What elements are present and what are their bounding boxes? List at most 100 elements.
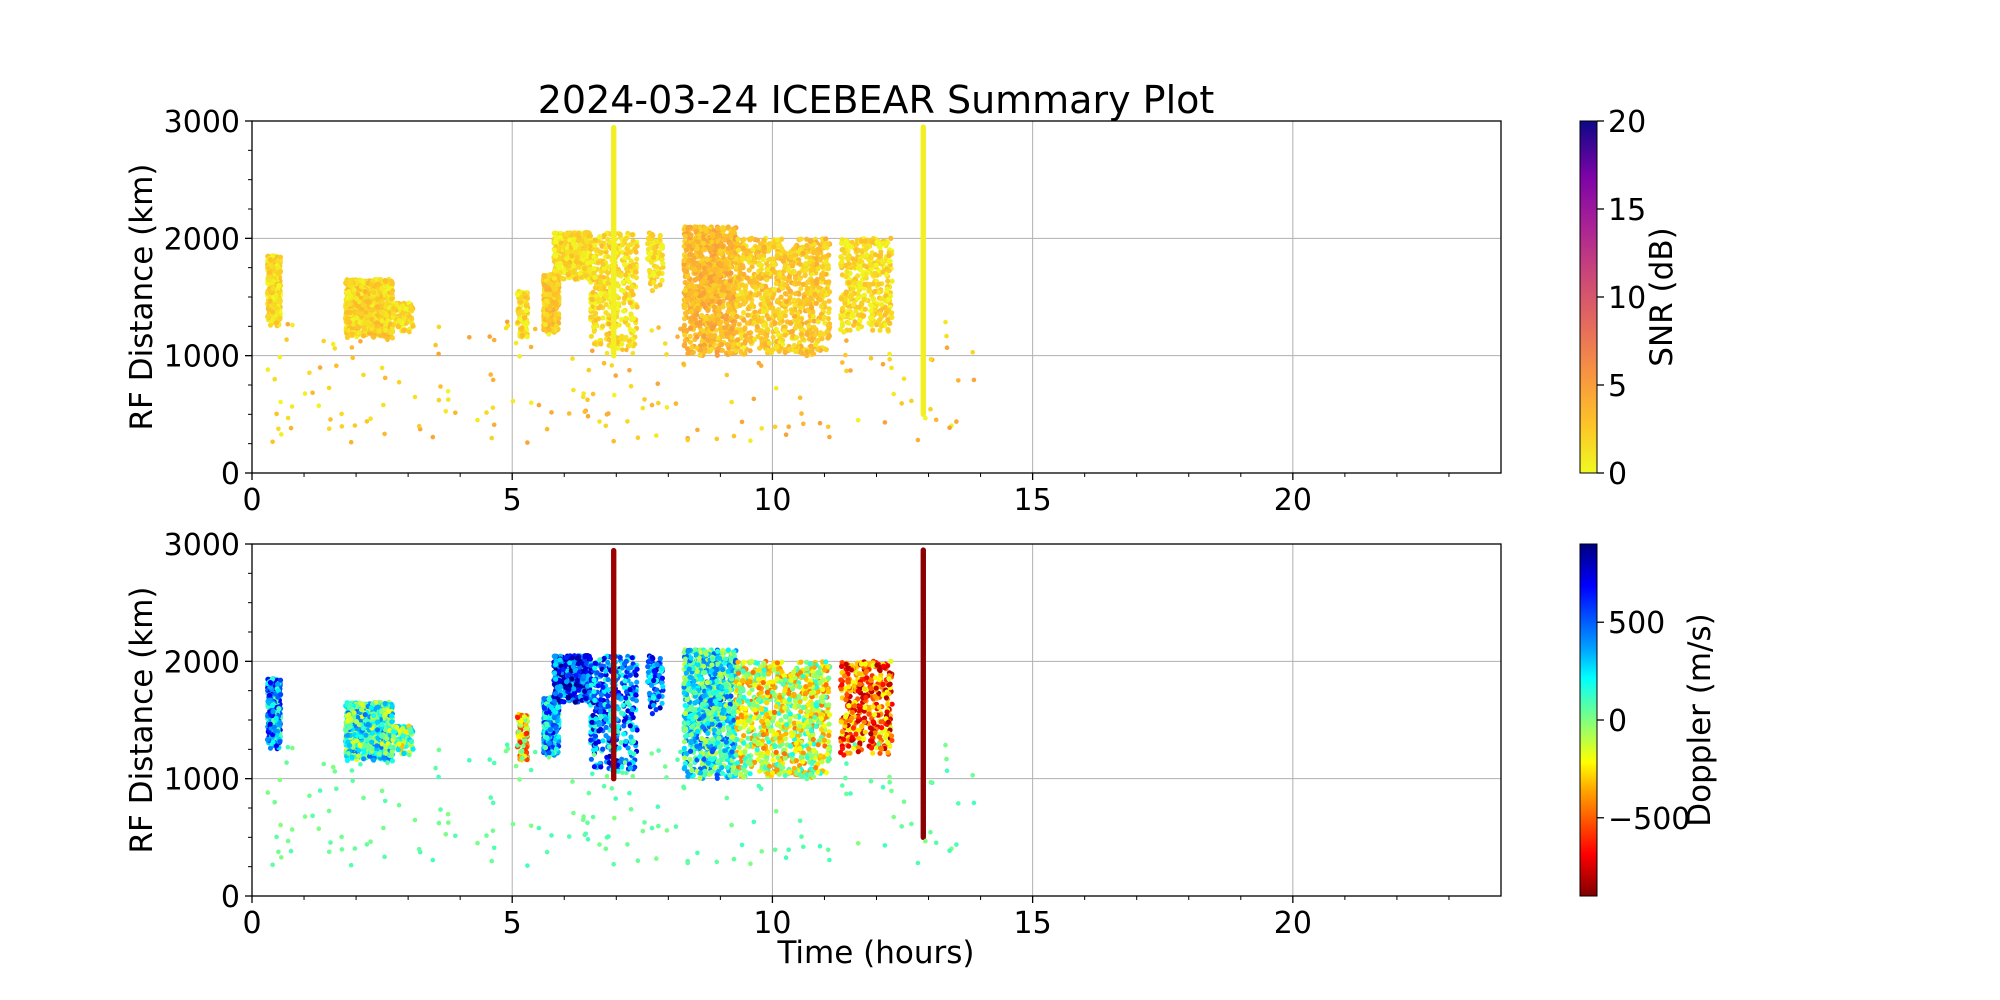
data-point: [839, 259, 845, 265]
data-point: [592, 310, 599, 316]
data-point: [787, 288, 793, 294]
data-point: [826, 252, 832, 258]
data-point: [759, 342, 765, 348]
data-point: [784, 299, 790, 305]
data-point: [349, 331, 355, 337]
data-point: [725, 224, 731, 230]
data-point: [742, 283, 749, 289]
data-point: [728, 270, 734, 276]
data-point: [786, 274, 793, 280]
data-point: [737, 327, 744, 333]
data-point: [681, 316, 688, 322]
data-point: [695, 239, 701, 245]
data-point: [703, 316, 709, 322]
data-point: [757, 329, 763, 335]
data-point: [771, 244, 777, 250]
data-point: [343, 305, 349, 311]
data-point: [857, 284, 863, 290]
data-point: [617, 231, 623, 238]
data-point: [800, 250, 806, 256]
data-point: [807, 238, 813, 244]
data-point: [804, 331, 811, 338]
data-point: [870, 239, 876, 245]
data-point: [692, 277, 698, 283]
data-point: [811, 324, 817, 330]
data-point: [774, 344, 780, 350]
data-point: [389, 296, 395, 302]
data-point: [764, 261, 770, 267]
data-point: [844, 268, 850, 275]
data-point: [870, 281, 876, 287]
data-point: [626, 242, 632, 248]
data-point: [723, 265, 729, 271]
data-point: [736, 321, 742, 327]
data-point: [752, 284, 758, 290]
data-point: [683, 303, 689, 309]
data-point: [849, 311, 855, 318]
data-point: [780, 258, 786, 264]
data-point: [883, 309, 890, 315]
data-point: [592, 237, 598, 243]
data-point: [618, 287, 625, 293]
data-point: [571, 236, 578, 242]
data-point: [368, 282, 374, 288]
data-point: [627, 249, 633, 255]
data-point: [634, 304, 640, 310]
data-point: [717, 299, 723, 305]
data-point: [564, 256, 570, 262]
data-point: [851, 322, 857, 328]
data-point: [839, 305, 846, 312]
data-point: [817, 297, 823, 303]
data-point: [889, 314, 895, 320]
data-point: [357, 319, 363, 325]
data-point: [629, 283, 635, 290]
data-point: [581, 250, 587, 256]
data-point: [774, 253, 780, 259]
data-point: [627, 326, 633, 332]
data-point: [771, 291, 777, 297]
data-point: [781, 250, 788, 256]
data-point: [826, 309, 832, 316]
data-point: [812, 291, 818, 297]
data-point: [874, 239, 880, 245]
data-point: [845, 256, 851, 263]
data-point: [880, 258, 886, 265]
data-point: [518, 309, 524, 315]
data-point: [863, 271, 869, 277]
data-point: [344, 309, 351, 315]
data-point: [596, 305, 602, 311]
data-point: [615, 283, 622, 289]
data-point: [746, 267, 752, 273]
data-point: [646, 267, 653, 273]
data-point: [796, 270, 802, 276]
data-point: [703, 228, 709, 234]
data-point: [868, 254, 874, 261]
data-point: [588, 259, 595, 265]
data-point: [719, 341, 725, 348]
data-point: [803, 261, 809, 267]
data-point: [761, 322, 767, 328]
data-point: [717, 278, 723, 285]
data-point: [576, 264, 582, 270]
data-point: [782, 313, 789, 319]
data-point: [764, 277, 770, 283]
data-point: [839, 322, 846, 329]
data-point: [861, 296, 867, 302]
data-point: [574, 254, 580, 260]
data-point: [559, 276, 566, 282]
data-point: [657, 282, 663, 288]
data-point: [841, 313, 847, 319]
data-point: [880, 240, 887, 246]
data-point: [756, 244, 762, 251]
data-point: [724, 271, 730, 277]
data-point: [727, 306, 734, 312]
data-point: [719, 347, 726, 353]
data-point: [716, 312, 722, 318]
data-point: [394, 301, 400, 308]
data-point: [806, 323, 812, 329]
data-point: [813, 342, 819, 348]
data-point: [827, 289, 833, 295]
data-point: [788, 255, 794, 261]
data-point: [807, 258, 813, 264]
data-point: [850, 256, 856, 262]
